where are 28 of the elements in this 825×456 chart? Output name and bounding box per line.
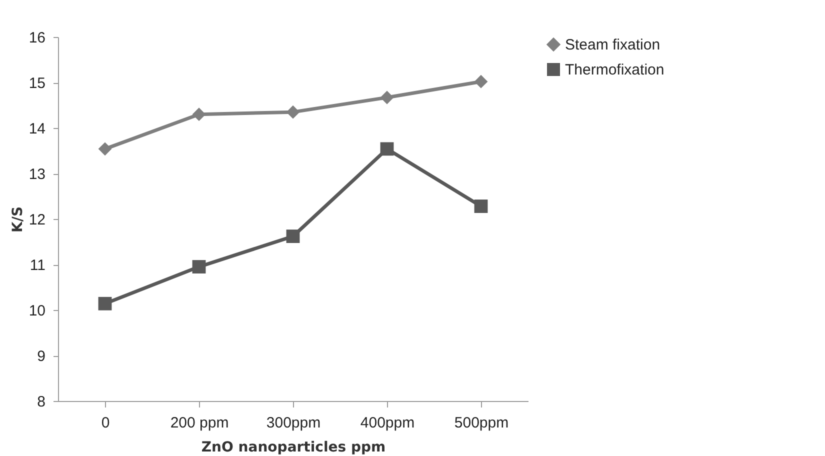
x-axis-title: ZnO nanoparticles ppm [201, 440, 386, 456]
point [192, 108, 206, 122]
y-tick-label: 8 [37, 394, 46, 410]
point [98, 296, 112, 310]
point [380, 90, 394, 104]
x-tick-label: 0 [101, 414, 110, 432]
y-tick-label: 11 [30, 257, 46, 274]
x-tick-label: 500ppm [454, 414, 509, 432]
y-tick-label: 16 [28, 30, 46, 46]
y-tick-label: 13 [28, 166, 46, 183]
point [286, 105, 300, 119]
y-tick-label: 9 [37, 348, 46, 365]
y-axis-title: K/S [10, 206, 26, 233]
point [192, 260, 206, 274]
y-tick-label: 14 [28, 120, 46, 138]
y-tick-label: 15 [28, 75, 46, 92]
point [286, 230, 300, 243]
y-tick-label: 10 [28, 302, 46, 320]
point [380, 142, 394, 156]
legend-label: Steam fixation [565, 36, 660, 54]
y-tick-label: 12 [28, 212, 46, 228]
point [474, 74, 488, 88]
legend-label: Thermofixation [565, 62, 664, 78]
x-tick-label: 200 ppm [170, 414, 229, 432]
point [474, 200, 488, 213]
x-tick-label: 300ppm [266, 414, 321, 432]
x-tick-label: 400ppm [360, 414, 415, 432]
point [98, 142, 112, 156]
